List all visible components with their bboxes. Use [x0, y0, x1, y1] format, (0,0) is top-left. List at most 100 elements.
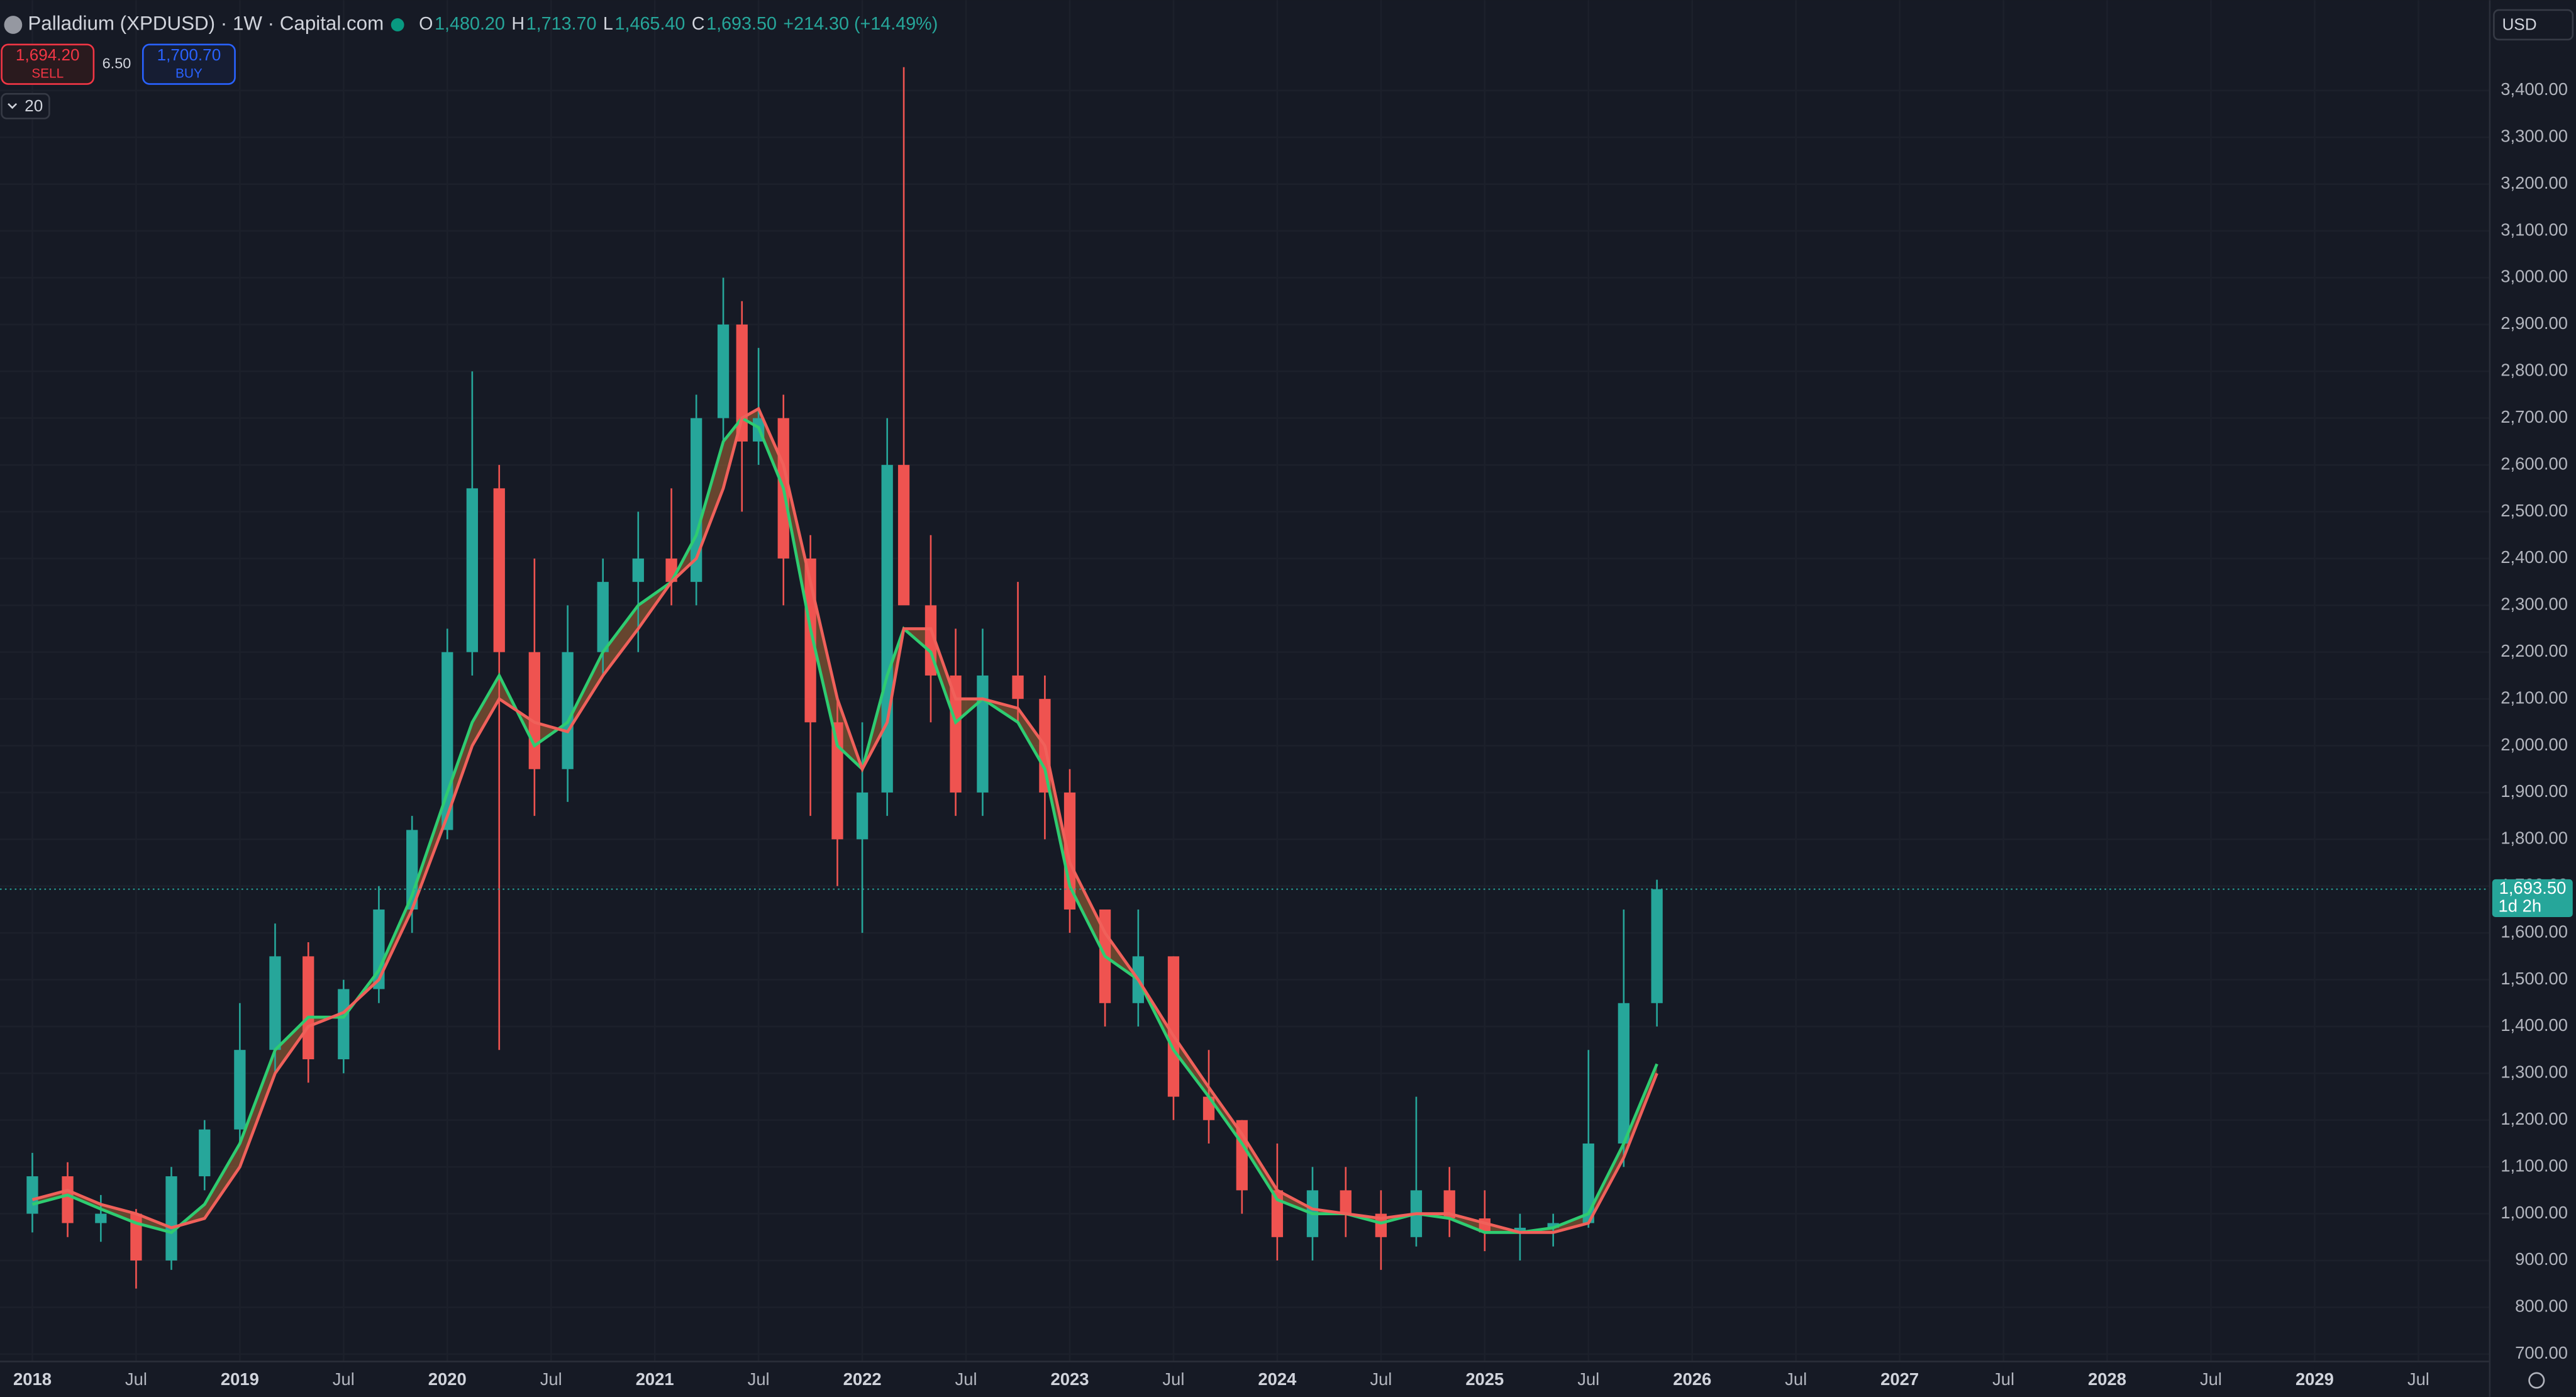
y-tick-label: 2,500.00: [2501, 501, 2568, 520]
y-tick-label: 2,100.00: [2501, 687, 2568, 707]
x-tick-label: 2019: [221, 1369, 259, 1389]
candle-body: [269, 956, 281, 1050]
candle-body: [1340, 1190, 1352, 1214]
candle-body: [1375, 1213, 1387, 1237]
candle-body: [736, 324, 748, 442]
x-tick-label: Jul: [1577, 1369, 1599, 1389]
y-tick-label: 2,800.00: [2501, 360, 2568, 380]
candle-body: [130, 1213, 142, 1261]
x-tick-label: 2027: [1880, 1369, 1919, 1389]
change: +214.30 (+14.49%): [783, 14, 938, 34]
candle-body: [977, 675, 989, 793]
candle-body: [493, 488, 505, 652]
x-tick-label: Jul: [955, 1369, 977, 1389]
candle-body: [165, 1176, 177, 1261]
x-tick-label: 2025: [1465, 1369, 1504, 1389]
ohlc-value: 1,480.20: [435, 14, 505, 34]
y-tick-label: 1,900.00: [2501, 781, 2568, 801]
x-tick-label: Jul: [2200, 1369, 2222, 1389]
ohlc-key: O: [419, 14, 433, 34]
candle-body: [1443, 1190, 1455, 1219]
y-tick-label: 2,000.00: [2501, 735, 2568, 754]
ohlc-value: 1,693.50: [706, 14, 777, 34]
x-tick-label: Jul: [1162, 1369, 1184, 1389]
y-tick-label: 2,700.00: [2501, 407, 2568, 426]
y-tick-label: 3,200.00: [2501, 173, 2568, 192]
candle-body: [26, 1176, 38, 1214]
settings-icon[interactable]: [2528, 1372, 2545, 1389]
candle-body: [1063, 792, 1076, 910]
indicator-toggle[interactable]: [1, 92, 50, 120]
sell-price: 1,694.20: [16, 45, 80, 64]
x-tick-label: Jul: [125, 1369, 147, 1389]
x-tick-label: Jul: [2407, 1369, 2429, 1389]
last-price-tag: [2492, 879, 2573, 918]
currency-button[interactable]: [2493, 9, 2574, 41]
buy-label: BUY: [175, 66, 203, 81]
x-tick-label: 2021: [636, 1369, 674, 1389]
y-tick-label: 1,100.00: [2501, 1155, 2568, 1175]
candle-body: [950, 675, 962, 793]
y-tick-label: 800.00: [2515, 1296, 2568, 1316]
y-tick-label: 900.00: [2515, 1249, 2568, 1269]
x-tick-label: 2024: [1258, 1369, 1297, 1389]
candle-body: [466, 488, 479, 652]
countdown: 1d 2h: [2499, 896, 2542, 916]
candle-body: [1167, 956, 1180, 1097]
candle-body: [562, 652, 574, 769]
candle-body: [199, 1129, 211, 1177]
indicator-count: 20: [25, 96, 43, 115]
y-tick-label: 2,400.00: [2501, 547, 2568, 567]
sell-label: SELL: [31, 66, 64, 81]
x-tick-label: 2020: [428, 1369, 467, 1389]
candle-body: [528, 652, 540, 769]
candle-body: [1012, 675, 1024, 699]
x-tick-label: Jul: [1785, 1369, 1807, 1389]
x-tick-label: Jul: [333, 1369, 355, 1389]
candle-body: [303, 956, 314, 1060]
candle-body: [1547, 1223, 1559, 1228]
currency: USD: [2502, 15, 2536, 34]
candle-body: [1582, 1143, 1594, 1223]
candle-body: [62, 1176, 74, 1223]
candle-body: [717, 324, 730, 418]
y-tick-label: 3,100.00: [2501, 220, 2568, 239]
y-tick-label: 3,000.00: [2501, 267, 2568, 286]
candle-body: [831, 722, 843, 840]
y-tick-label: 1,400.00: [2501, 1015, 2568, 1035]
symbol-icon: [4, 16, 23, 34]
buy-price: 1,700.70: [157, 45, 221, 64]
y-tick-label: 2,300.00: [2501, 594, 2568, 614]
x-tick-label: 2026: [1673, 1369, 1711, 1389]
moving-average: [31, 406, 1658, 1234]
x-tick-label: 2028: [2088, 1369, 2126, 1389]
y-tick-label: 2,900.00: [2501, 313, 2568, 333]
y-tick-label: 1,500.00: [2501, 969, 2568, 988]
x-tick-label: Jul: [1370, 1369, 1392, 1389]
candle-body: [373, 909, 385, 989]
spread: 6.50: [103, 55, 131, 71]
sell-button[interactable]: [1, 43, 95, 85]
candle-body: [881, 465, 893, 793]
buy-button[interactable]: [142, 43, 236, 85]
last-price-label: 1,693.50: [2499, 878, 2567, 898]
candle-body: [1514, 1227, 1526, 1233]
y-tick-label: 1,300.00: [2501, 1062, 2568, 1082]
ohlc-key: L: [603, 14, 613, 34]
candle-body: [1618, 1003, 1629, 1144]
x-tick-label: Jul: [1992, 1369, 2014, 1389]
x-tick-label: 2018: [13, 1369, 52, 1389]
y-tick-label: 1,200.00: [2501, 1109, 2568, 1128]
ohlc-key: C: [692, 14, 705, 34]
ohlc-value: 1,465.40: [615, 14, 686, 34]
candle-body: [897, 465, 910, 606]
x-tick-label: Jul: [540, 1369, 562, 1389]
candle-body: [856, 792, 869, 840]
market-status: [391, 18, 404, 31]
chevron: [8, 103, 18, 109]
x-tick-label: 2029: [2296, 1369, 2334, 1389]
y-tick-label: 3,300.00: [2501, 126, 2568, 146]
ohlc-legend: O 1,480.20 H 1,713.70 L 1,465.40 C 1,693.50: [419, 14, 777, 34]
x-tick-label: 2022: [843, 1369, 882, 1389]
